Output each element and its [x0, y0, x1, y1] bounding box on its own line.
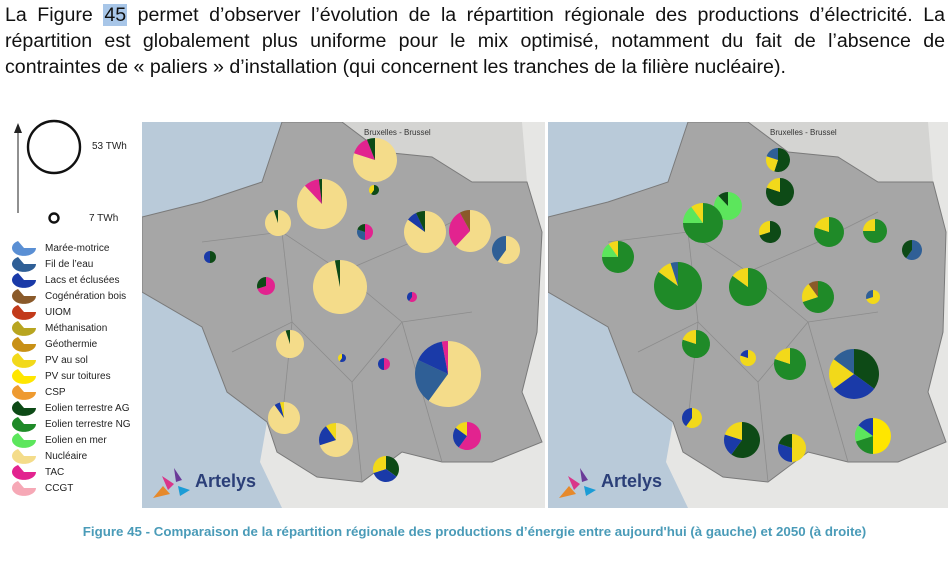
map-label-brussels: Bruxelles - Brussel	[364, 128, 431, 137]
region-pie	[714, 192, 742, 220]
legend-label: Géothermie	[45, 339, 98, 350]
region-pie	[312, 260, 367, 314]
legend-swatch	[8, 320, 38, 336]
region-pie	[378, 358, 390, 370]
para-after: permet d’observer l’évolution de la répa…	[5, 4, 945, 78]
legend-swatch	[8, 464, 38, 480]
region-pie	[863, 219, 887, 243]
size-legend-graphic	[14, 119, 82, 224]
region-pie	[866, 290, 880, 304]
intro-paragraph: La Figure 45 permet d’observer l’évoluti…	[5, 2, 945, 80]
region-pie	[268, 402, 300, 434]
legend-swatch	[8, 400, 38, 416]
legend-swatch	[8, 240, 38, 256]
para-before: La Figure	[5, 4, 104, 26]
region-pie	[357, 224, 373, 240]
legend-swatch	[8, 416, 38, 432]
region-pie	[452, 422, 481, 450]
region-pie	[297, 179, 347, 229]
region-pie	[602, 241, 634, 273]
region-pie	[729, 268, 767, 306]
region-pie	[683, 203, 723, 243]
artelys-brand-right: Artelys	[601, 471, 663, 491]
size-legend-large: 53 TWh	[92, 141, 127, 152]
region-pie	[369, 185, 380, 195]
legend-label: PV au sol	[45, 355, 88, 366]
region-pie	[276, 330, 304, 358]
region-pie	[740, 350, 756, 366]
artelys-logo-left	[148, 464, 193, 502]
legend-panel: 53 TWh 7 TWh Marée-motrice Fil de l’eau La…	[0, 115, 145, 510]
legend-label: Méthanisation	[45, 323, 108, 334]
region-pie	[814, 217, 844, 248]
region-pie	[902, 240, 923, 260]
region-pie	[724, 422, 760, 458]
region-pie	[682, 408, 702, 428]
legend-label: Marée-motrice	[45, 243, 110, 254]
legend-label: TAC	[45, 467, 65, 478]
legend-swatch	[8, 272, 38, 288]
legend-label: CCGT	[45, 483, 74, 494]
legend-label: UIOM	[45, 307, 72, 318]
artelys-brand-left: Artelys	[195, 471, 257, 491]
legend-label: Fil de l’eau	[45, 259, 94, 270]
region-pie	[373, 456, 400, 483]
region-pie	[449, 210, 492, 252]
legend-swatch	[8, 304, 38, 320]
map-2050: Bruxelles - Brussel Artelys	[548, 122, 948, 508]
region-pie	[855, 418, 891, 454]
legend-label: CSP	[45, 387, 66, 398]
legend-swatch	[8, 480, 38, 496]
legend-label: Eolien en mer	[45, 435, 107, 446]
region-pie	[257, 277, 275, 295]
legend-swatch	[8, 368, 38, 384]
legend-label: PV sur toitures	[45, 371, 111, 382]
size-legend-small: 7 TWh	[89, 213, 119, 224]
region-pie	[802, 281, 834, 313]
artelys-logo-right	[554, 464, 599, 502]
legend-swatch	[8, 256, 38, 272]
legend-swatch	[8, 432, 38, 448]
map-today-svg: Bruxelles - Brussel	[142, 122, 545, 508]
region-pie	[319, 423, 354, 457]
region-pie	[778, 434, 806, 462]
map-today: Bruxelles - Brussel Artelys	[142, 122, 545, 508]
legend-label: Eolien terrestre AG	[45, 403, 130, 414]
region-pie	[654, 262, 702, 310]
figure-number-highlight: 45	[103, 4, 128, 26]
legend-label: Nucléaire	[45, 451, 88, 462]
region-pie	[338, 354, 346, 362]
legend-label: Lacs et éclusées	[45, 275, 120, 286]
region-pie	[682, 330, 711, 359]
legend-swatch	[8, 336, 38, 352]
legend-swatch	[8, 448, 38, 464]
region-pie	[766, 178, 794, 206]
region-pie	[204, 251, 216, 263]
region-pie	[829, 349, 879, 400]
region-pie	[404, 211, 446, 253]
region-pie	[407, 292, 417, 302]
figure-caption: Figure 45 - Comparaison de la répartitio…	[82, 524, 867, 539]
region-pie	[353, 138, 397, 182]
region-pie	[415, 341, 481, 407]
region-pie	[759, 221, 781, 243]
legend-swatch	[8, 288, 38, 304]
region-pie	[492, 236, 520, 264]
legend-swatch	[8, 352, 38, 368]
legend-swatch	[8, 384, 38, 400]
map-2050-svg: Bruxelles - Brussel	[548, 122, 948, 508]
region-pie	[265, 210, 291, 236]
legend-label: Cogénération bois	[45, 291, 127, 302]
legend-label: Eolien terrestre NG	[45, 419, 131, 430]
region-pie	[766, 148, 790, 172]
region-pie	[774, 348, 806, 380]
map-label-brussels-2050: Bruxelles - Brussel	[770, 128, 837, 137]
